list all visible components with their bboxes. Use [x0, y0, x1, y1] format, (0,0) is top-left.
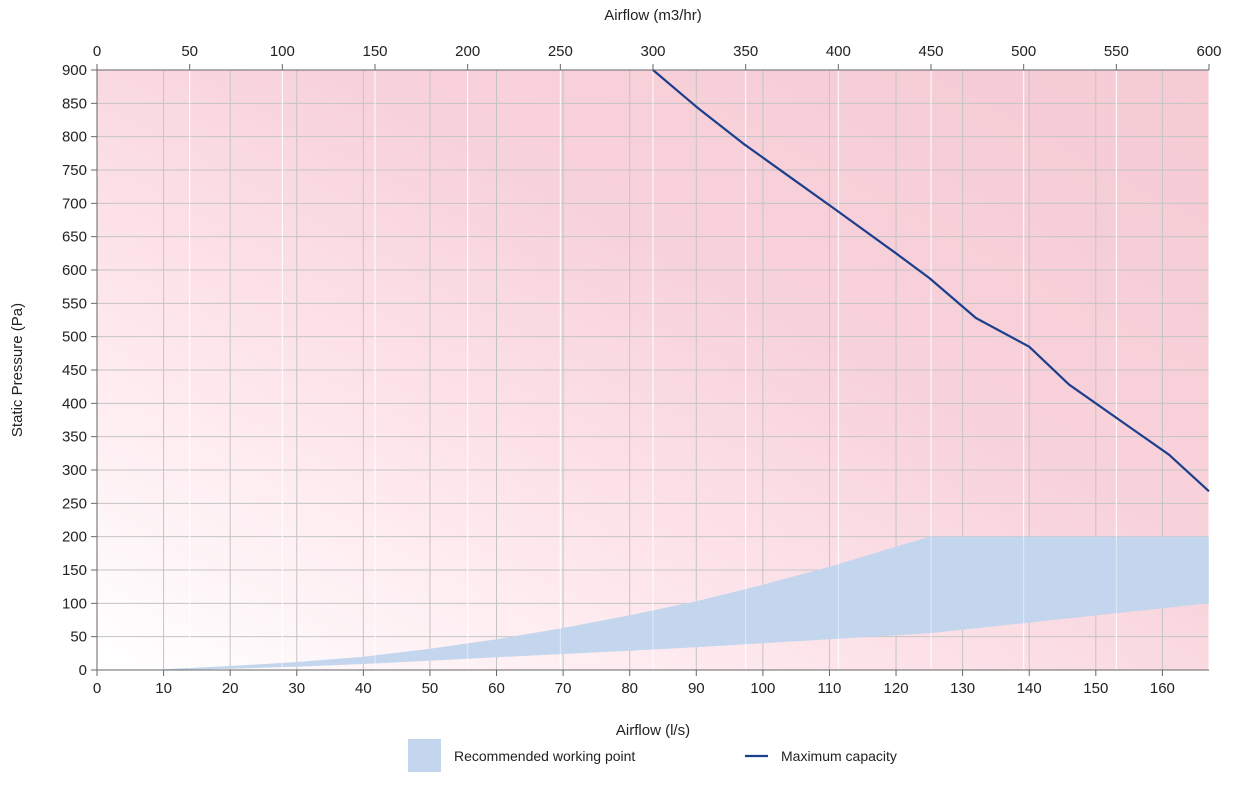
x-bottom-tick-label-150: 150 — [1083, 680, 1108, 697]
tick-labels: 0501001502002503003504004505005506006507… — [62, 43, 1222, 697]
y-tick-label-50: 50 — [70, 629, 87, 646]
y-tick-label-0: 0 — [79, 662, 87, 679]
series-line-max-capacity — [652, 69, 1210, 493]
y-axis-title: Static Pressure (Pa) — [9, 303, 26, 437]
axes — [91, 64, 1210, 676]
y-tick-label-500: 500 — [62, 329, 87, 346]
x-top-tick-label-400: 400 — [826, 43, 851, 60]
x-top-tick-label-100: 100 — [270, 43, 295, 60]
x-top-tick-label-350: 350 — [733, 43, 758, 60]
x-bottom-tick-label-90: 90 — [688, 680, 705, 697]
x-top-tick-label-250: 250 — [548, 43, 573, 60]
y-tick-label-350: 350 — [62, 429, 87, 446]
x-top-tick-label-600: 600 — [1196, 43, 1221, 60]
y-tick-label-800: 800 — [62, 129, 87, 146]
y-tick-label-450: 450 — [62, 362, 87, 379]
x-bottom-tick-label-70: 70 — [555, 680, 572, 697]
x-bottom-tick-label-80: 80 — [621, 680, 638, 697]
y-tick-label-550: 550 — [62, 295, 87, 312]
legend-label-max-capacity: Maximum capacity — [781, 748, 897, 764]
legend-swatch-recommended — [408, 739, 441, 772]
x-top-tick-label-300: 300 — [640, 43, 665, 60]
x-bottom-tick-label-10: 10 — [155, 680, 172, 697]
series-layer — [96, 69, 1210, 670]
x-bottom-tick-label-40: 40 — [355, 680, 372, 697]
y-tick-label-200: 200 — [62, 529, 87, 546]
legend-label-recommended: Recommended working point — [454, 748, 635, 764]
x-bottom-tick-label-130: 130 — [950, 680, 975, 697]
x-bottom-tick-label-60: 60 — [488, 680, 505, 697]
x-bottom-tick-label-140: 140 — [1017, 680, 1042, 697]
x-top-tick-label-500: 500 — [1011, 43, 1036, 60]
y-tick-label-100: 100 — [62, 595, 87, 612]
x-bottom-tick-label-30: 30 — [288, 680, 305, 697]
x-top-tick-label-450: 450 — [918, 43, 943, 60]
x-bottom-tick-label-160: 160 — [1150, 680, 1175, 697]
x-axis-bottom-title: Airflow (l/s) — [616, 722, 690, 739]
y-tick-label-750: 750 — [62, 162, 87, 179]
x-bottom-tick-label-50: 50 — [422, 680, 439, 697]
x-bottom-tick-label-110: 110 — [817, 680, 841, 697]
y-tick-label-700: 700 — [62, 195, 87, 212]
legend: Recommended working point Maximum capaci… — [408, 739, 897, 772]
y-tick-label-900: 900 — [62, 62, 87, 79]
x-bottom-tick-label-100: 100 — [750, 680, 775, 697]
y-tick-label-600: 600 — [62, 262, 87, 279]
x-top-tick-label-150: 150 — [362, 43, 387, 60]
y-tick-label-400: 400 — [62, 395, 87, 412]
y-tick-label-650: 650 — [62, 229, 87, 246]
x-top-tick-label-0: 0 — [93, 43, 101, 60]
series-band-recommended — [163, 536, 1210, 670]
x-top-tick-label-200: 200 — [455, 43, 480, 60]
y-tick-label-850: 850 — [62, 95, 87, 112]
x-bottom-tick-label-120: 120 — [884, 680, 909, 697]
x-bottom-tick-label-20: 20 — [222, 680, 239, 697]
y-tick-label-150: 150 — [62, 562, 87, 579]
x-axis-top-title: Airflow (m3/hr) — [604, 7, 702, 24]
y-tick-label-300: 300 — [62, 462, 87, 479]
y-tick-label-250: 250 — [62, 495, 87, 512]
x-bottom-tick-label-0: 0 — [93, 680, 101, 697]
x-top-tick-label-50: 50 — [181, 43, 198, 60]
x-top-tick-label-550: 550 — [1104, 43, 1129, 60]
